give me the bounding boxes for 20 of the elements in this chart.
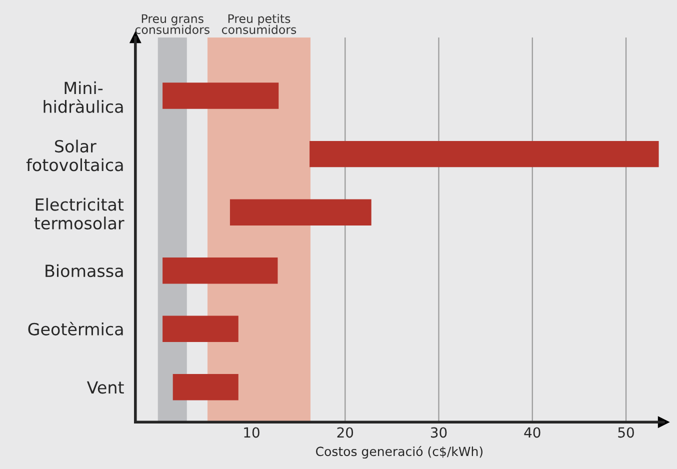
bar bbox=[162, 257, 278, 284]
bar bbox=[310, 140, 659, 168]
bar bbox=[172, 374, 238, 400]
y-tick-label: Electricitat termosolar bbox=[34, 198, 124, 230]
x-tick-label: 50 bbox=[618, 427, 634, 438]
band-label: Preu petits consumidors bbox=[222, 14, 296, 34]
y-tick-label: Mini- hidràulica bbox=[44, 81, 123, 113]
y-tick-label: Biomassa bbox=[46, 264, 123, 278]
x-axis-title: Costos generació (c$/kWh) bbox=[316, 446, 482, 459]
x-tick-label: 40 bbox=[524, 427, 540, 438]
band-label: Preu grans consumidors bbox=[135, 14, 210, 34]
x-tick-label: 20 bbox=[337, 427, 354, 438]
bar bbox=[162, 82, 279, 109]
bar bbox=[162, 316, 238, 342]
x-tick-label: 30 bbox=[430, 427, 447, 438]
y-tick-label: Geotèrmica bbox=[28, 322, 123, 336]
y-tick-label: Solar fotovoltaica bbox=[26, 140, 123, 172]
y-tick-label: Vent bbox=[86, 381, 124, 394]
x-tick-label: 10 bbox=[244, 427, 260, 438]
bar bbox=[230, 199, 372, 226]
